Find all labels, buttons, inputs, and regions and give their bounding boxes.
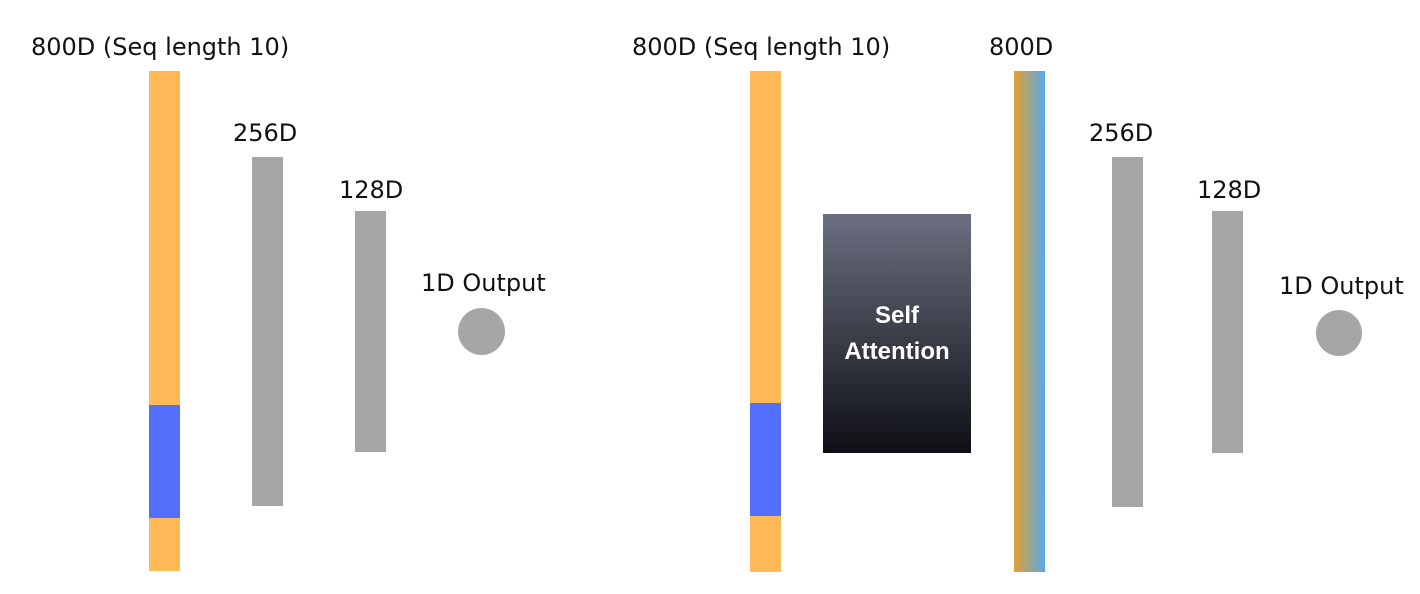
left-layer1-label: 256D [233, 119, 298, 147]
right-layer2-bar [1212, 211, 1243, 453]
left-layer2-label: 128D [339, 176, 404, 204]
left-input-token-block [149, 71, 180, 405]
self-attention-block: Self Attention [823, 214, 971, 453]
left-input-token-block [149, 517, 180, 571]
left-layer2-bar [355, 211, 386, 452]
left-output-node [458, 308, 505, 355]
left-layer1-bar [252, 157, 283, 506]
right-input-highlighted-token [750, 403, 781, 516]
right-layer1-bar [1112, 157, 1143, 507]
right-input-token-block [750, 515, 781, 572]
right-layer1-label: 256D [1089, 119, 1154, 147]
left-input-highlighted-token [149, 404, 180, 518]
left-input-vector [149, 71, 180, 571]
right-output-node [1316, 310, 1362, 356]
right-attended-vector [1014, 71, 1045, 572]
right-attended-label: 800D [989, 33, 1054, 61]
left-input-label: 800D (Seq length 10) [31, 33, 290, 61]
right-input-label: 800D (Seq length 10) [632, 33, 891, 61]
right-layer2-label: 128D [1197, 176, 1262, 204]
self-attention-label: Self Attention [844, 301, 950, 365]
right-input-vector [750, 71, 781, 572]
right-output-label: 1D Output [1279, 272, 1404, 300]
left-output-label: 1D Output [421, 269, 546, 297]
right-input-token-block [750, 71, 781, 404]
